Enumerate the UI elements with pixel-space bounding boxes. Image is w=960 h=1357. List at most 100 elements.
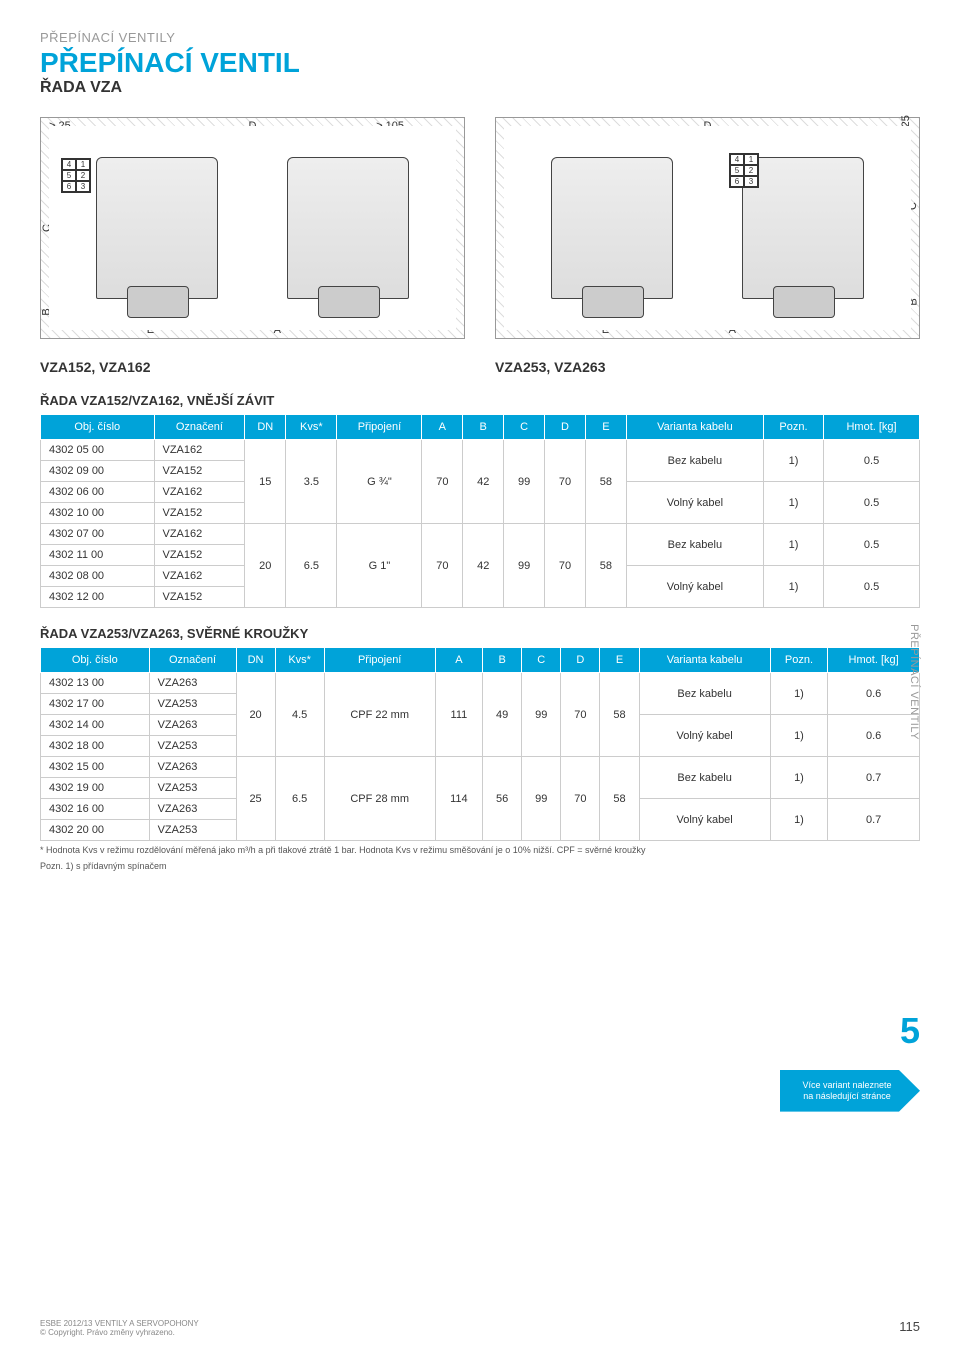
cell-conn: G 1" bbox=[337, 524, 422, 608]
cell-hmot: 0.5 bbox=[824, 440, 920, 482]
cell-dn: 20 bbox=[236, 673, 275, 757]
cell-obj: 4302 20 00 bbox=[41, 820, 150, 841]
valve-sketch-icon bbox=[551, 157, 673, 299]
column-header: DN bbox=[236, 648, 275, 673]
column-header: Pozn. bbox=[770, 648, 828, 673]
cell-dn: 15 bbox=[245, 440, 286, 524]
page-subtitle: ŘADA VZA bbox=[40, 79, 920, 97]
cell-obj: 4302 06 00 bbox=[41, 482, 155, 503]
column-header: Obj. číslo bbox=[41, 415, 155, 440]
cell-hmot: 0.5 bbox=[824, 482, 920, 524]
dim-label: C bbox=[41, 224, 53, 232]
cell-oz: VZA253 bbox=[149, 694, 236, 715]
cell-oz: VZA263 bbox=[149, 673, 236, 694]
cell-pozn: 1) bbox=[763, 482, 823, 524]
column-header: Hmot. [kg] bbox=[828, 648, 920, 673]
dim-label: C bbox=[907, 202, 919, 210]
cell-obj: 4302 18 00 bbox=[41, 736, 150, 757]
cell-oz: VZA152 bbox=[154, 545, 245, 566]
column-header: Označení bbox=[154, 415, 245, 440]
column-header: E bbox=[585, 415, 626, 440]
diagram-row: > 25 D > 105 C B E A 41 52 63 D > 25 C B… bbox=[40, 117, 920, 339]
dim-label: > 105 bbox=[376, 120, 404, 132]
column-header: Připojení bbox=[337, 415, 422, 440]
cell-obj: 4302 09 00 bbox=[41, 461, 155, 482]
footnote: * Hodnota Kvs v režimu rozdělování měřen… bbox=[40, 845, 920, 857]
cell-dn: 25 bbox=[236, 757, 275, 841]
table-header-row: Obj. čísloOznačeníDNKvs*PřipojeníABCDEVa… bbox=[41, 415, 920, 440]
cell-A: 70 bbox=[422, 440, 463, 524]
cell-D: 70 bbox=[561, 673, 600, 757]
cell-pozn: 1) bbox=[763, 566, 823, 608]
column-header: E bbox=[600, 648, 639, 673]
cell-hmot: 0.5 bbox=[824, 524, 920, 566]
diagram-caption-left: VZA152, VZA162 bbox=[40, 359, 465, 375]
cell-B: 56 bbox=[483, 757, 522, 841]
page-title: PŘEPÍNACÍ VENTIL bbox=[40, 47, 920, 79]
spec-table-1: Obj. čísloOznačeníDNKvs*PřipojeníABCDEVa… bbox=[40, 414, 920, 608]
column-header: Varianta kabelu bbox=[626, 415, 763, 440]
dim-label: > 25 bbox=[900, 115, 912, 137]
cell-oz: VZA162 bbox=[154, 440, 245, 461]
cell-A: 70 bbox=[422, 524, 463, 608]
column-header: Varianta kabelu bbox=[639, 648, 770, 673]
cell-hmot: 0.7 bbox=[828, 799, 920, 841]
dim-label: A bbox=[274, 324, 281, 336]
cell-variant: Volný kabel bbox=[626, 566, 763, 608]
cell-oz: VZA253 bbox=[149, 820, 236, 841]
cell-oz: VZA253 bbox=[149, 736, 236, 757]
cell-variant: Bez kabelu bbox=[639, 673, 770, 715]
cell-B: 42 bbox=[463, 440, 504, 524]
dim-label: E bbox=[147, 324, 154, 336]
valve-sketch-icon bbox=[742, 157, 864, 299]
side-tab-label: PŘEPÍNACÍ VENTILY bbox=[908, 624, 920, 740]
cell-pozn: 1) bbox=[770, 673, 828, 715]
spec-table-2: Obj. čísloOznačeníDNKvs*PřipojeníABCDEVa… bbox=[40, 647, 920, 841]
cell-kvs: 6.5 bbox=[286, 524, 337, 608]
column-header: C bbox=[504, 415, 545, 440]
column-header: Kvs* bbox=[275, 648, 324, 673]
dim-label: E bbox=[602, 324, 609, 336]
arrow-text: na následující stránce bbox=[803, 1091, 891, 1101]
cell-D: 70 bbox=[545, 524, 586, 608]
cell-obj: 4302 10 00 bbox=[41, 503, 155, 524]
column-header: B bbox=[483, 648, 522, 673]
footer-line: ESBE 2012/13 VENTILY A SERVOPOHONY bbox=[40, 1319, 199, 1328]
diagram-left: > 25 D > 105 C B E A 41 52 63 bbox=[40, 117, 465, 339]
cell-oz: VZA162 bbox=[154, 566, 245, 587]
arrow-text: Více variant naleznete bbox=[802, 1080, 891, 1090]
cell-variant: Bez kabelu bbox=[626, 524, 763, 566]
cell-conn: CPF 28 mm bbox=[324, 757, 435, 841]
cell-oz: VZA152 bbox=[154, 461, 245, 482]
section-title-2: ŘADA VZA253/VZA263, SVĚRNÉ KROUŽKY bbox=[40, 626, 920, 641]
keypad-icon: 41 52 63 bbox=[61, 158, 91, 193]
column-header: Obj. číslo bbox=[41, 648, 150, 673]
diagram-caption-right: VZA253, VZA263 bbox=[495, 359, 920, 375]
dim-label: A bbox=[729, 324, 736, 336]
cell-variant: Bez kabelu bbox=[639, 757, 770, 799]
diagram-right: D > 25 C B E A 41 52 63 bbox=[495, 117, 920, 339]
page-number: 115 bbox=[899, 1319, 920, 1337]
cell-E: 58 bbox=[600, 757, 639, 841]
footer-line: © Copyright. Právo změny vyhrazeno. bbox=[40, 1328, 199, 1337]
cell-C: 99 bbox=[522, 673, 561, 757]
cell-kvs: 3.5 bbox=[286, 440, 337, 524]
cell-D: 70 bbox=[545, 440, 586, 524]
dim-label: B bbox=[41, 308, 53, 315]
cell-conn: G ¾" bbox=[337, 440, 422, 524]
cell-obj: 4302 11 00 bbox=[41, 545, 155, 566]
cell-obj: 4302 16 00 bbox=[41, 799, 150, 820]
cell-oz: VZA152 bbox=[154, 503, 245, 524]
table-row: 4302 07 00VZA162206.5G 1"7042997058Bez k… bbox=[41, 524, 920, 545]
cell-kvs: 4.5 bbox=[275, 673, 324, 757]
cell-oz: VZA253 bbox=[149, 778, 236, 799]
cell-obj: 4302 07 00 bbox=[41, 524, 155, 545]
cell-C: 99 bbox=[504, 440, 545, 524]
cell-conn: CPF 22 mm bbox=[324, 673, 435, 757]
dim-label: B bbox=[907, 298, 919, 305]
cell-oz: VZA263 bbox=[149, 799, 236, 820]
column-header: A bbox=[435, 648, 482, 673]
cell-C: 99 bbox=[504, 524, 545, 608]
cell-E: 58 bbox=[585, 440, 626, 524]
valve-sketch-icon bbox=[96, 157, 218, 299]
